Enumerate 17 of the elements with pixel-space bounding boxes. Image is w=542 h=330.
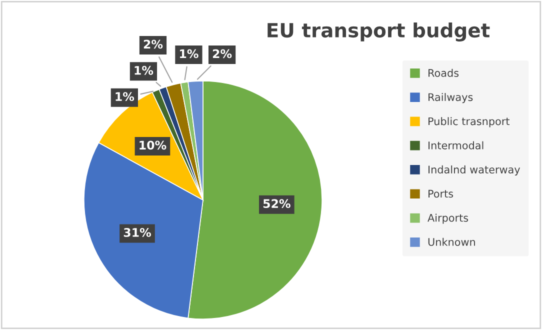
chart-title: EU transport budget	[268, 22, 490, 42]
legend-label: Ports	[428, 190, 454, 198]
legend-label: Intermodal	[428, 141, 484, 150]
legend-label: Public trasnport	[428, 117, 510, 128]
data-label: 2%	[144, 40, 163, 49]
legend-label: Airports	[428, 214, 468, 224]
legend-label: Unknown	[428, 238, 475, 246]
data-label: 1%	[180, 49, 198, 58]
data-label: 1%	[116, 92, 134, 102]
legend-label: Railways	[428, 93, 473, 104]
data-label: 31%	[124, 228, 151, 237]
data-label: 1%	[134, 66, 154, 75]
data-label: 10%	[140, 140, 166, 150]
data-label: 52%	[263, 199, 290, 208]
legend-label: Indalnd waterway	[428, 165, 520, 176]
legend-label: Roads	[428, 68, 459, 77]
data-label: 2%	[212, 49, 232, 58]
